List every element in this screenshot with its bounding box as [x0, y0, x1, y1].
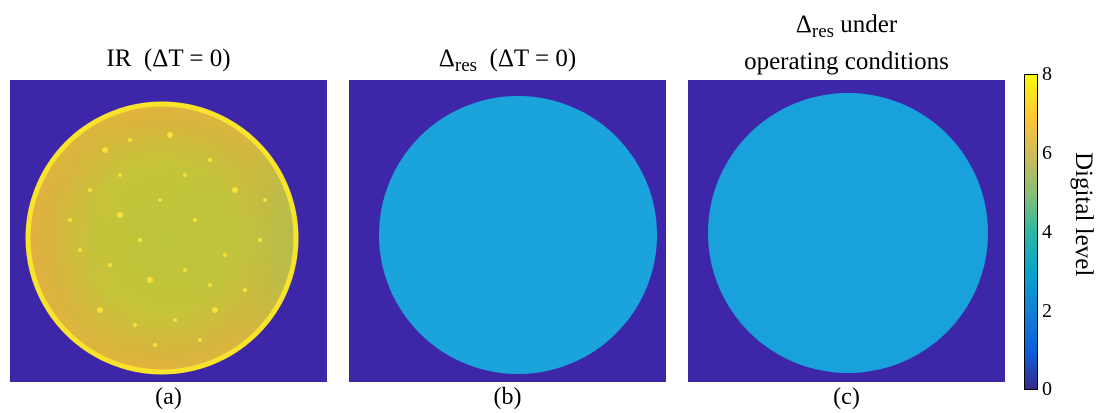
panel-b-title-cond: (ΔT = 0) — [489, 45, 577, 72]
panel-c-title-line2: operating conditions — [744, 48, 949, 75]
panel-a-disk-shading — [26, 102, 298, 374]
panel-c-disk-tint — [708, 93, 988, 373]
panel-c-heatmap — [688, 80, 1005, 382]
colorbar-tick-4: 4 — [1042, 221, 1052, 243]
panel-c-title-symbol: Δ — [795, 11, 812, 38]
colorbar-tick-2: 2 — [1042, 300, 1052, 322]
panel-a-disk-rim — [25, 101, 299, 375]
panel-b-title-sub: res — [454, 55, 478, 76]
colorbar — [1024, 74, 1038, 390]
panel-a-image — [10, 80, 327, 382]
colorbar-tick-6: 6 — [1042, 142, 1052, 164]
panel-a-heatmap — [10, 80, 327, 382]
panel-b-disk-tint — [379, 96, 657, 374]
panel-c-title-suffix: under — [840, 11, 898, 38]
panel-c-title-sub: res — [811, 21, 835, 42]
panel-c-caption: (c) — [833, 384, 860, 410]
panel-b-title-symbol: Δ — [438, 45, 455, 72]
panel-b-caption: (b) — [493, 384, 522, 410]
panel-c-disk — [708, 93, 988, 373]
panel-a-title: IR (ΔT = 0) — [10, 44, 327, 74]
panel-a-speckles — [68, 132, 267, 347]
panel-a-title-main: IR — [106, 45, 132, 72]
panel-b-heatmap — [349, 80, 666, 382]
colorbar-tick-0: 0 — [1042, 378, 1052, 400]
colorbar-gradient — [1024, 74, 1038, 390]
panel-a-title-cond: (ΔT = 0) — [143, 45, 231, 72]
panel-c-image — [688, 80, 1005, 382]
panel-a-caption: (a) — [155, 384, 182, 410]
panel-c-title: Δres under operating conditions — [688, 10, 1005, 77]
colorbar-tick-8: 8 — [1042, 63, 1052, 85]
colorbar-label: Digital level — [1070, 152, 1097, 277]
panel-b-title: Δres (ΔT = 0) — [349, 44, 666, 81]
panel-b-disk — [379, 96, 657, 374]
panel-b-image — [349, 80, 666, 382]
panel-c-title-line1: Δres under — [688, 10, 1005, 47]
